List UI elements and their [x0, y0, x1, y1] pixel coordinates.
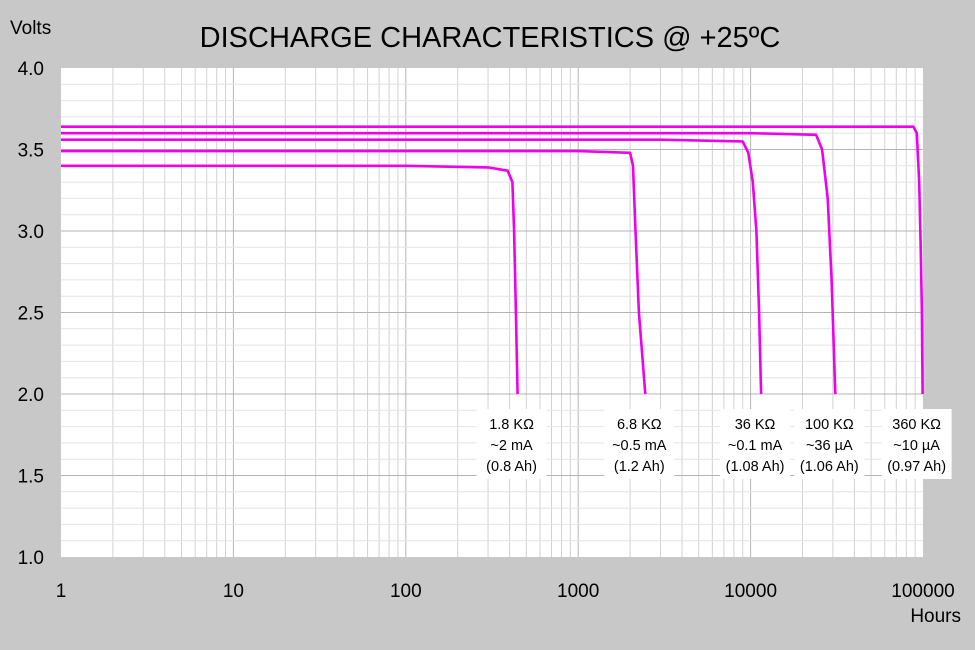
annotation-text: ~2 mA	[490, 438, 533, 454]
annotation-bg	[476, 409, 547, 479]
annotation-text: (1.08 Ah)	[726, 459, 785, 475]
y-tick-label: 3.0	[18, 222, 44, 243]
x-tick-label: 1000	[557, 581, 599, 602]
annotation-text: ~0.1 mA	[728, 438, 783, 454]
chart-title: DISCHARGE CHARACTERISTICS @ +25ºC	[200, 22, 781, 54]
y-axis-label: Volts	[10, 18, 51, 39]
discharge-curve	[61, 164, 519, 395]
annotation-text: (1.06 Ah)	[800, 459, 859, 475]
annotation-box: 360 KΩ ~10 µA (0.97 Ah)	[881, 409, 952, 479]
x-tick-label: 100000	[891, 581, 954, 602]
annotation-text: ~0.5 mA	[612, 438, 667, 454]
annotation-bg	[720, 409, 791, 479]
x-axis-ticks: 1 10 100 1000 10000 100000	[56, 581, 955, 602]
discharge-curves	[61, 125, 924, 395]
y-tick-label: 3.5	[18, 141, 44, 162]
annotation-bg	[794, 409, 865, 479]
annotation-box: 100 KΩ ~36 µA (1.06 Ah)	[794, 409, 865, 479]
discharge-curve	[61, 138, 763, 395]
curve-annotations: 1.8 KΩ ~2 mA (0.8 Ah) 6.8 KΩ ~0.5 mA (1.2 Ah)…	[476, 409, 952, 479]
discharge-curve	[61, 125, 924, 395]
annotation-text: 1.8 KΩ	[489, 417, 534, 433]
annotation-box: 36 KΩ ~0.1 mA (1.08 Ah)	[720, 409, 791, 479]
annotation-text: 6.8 KΩ	[617, 417, 662, 433]
annotation-text: (1.2 Ah)	[614, 459, 665, 475]
annotation-text: 36 KΩ	[735, 417, 776, 433]
annotation-box: 1.8 KΩ ~2 mA (0.8 Ah)	[476, 409, 547, 479]
annotation-bg	[604, 409, 675, 479]
x-tick-label: 1	[56, 581, 67, 602]
y-tick-label: 1.0	[18, 548, 44, 569]
x-tick-label: 10000	[724, 581, 777, 602]
annotation-text: (0.97 Ah)	[887, 459, 946, 475]
annotation-text: 360 KΩ	[892, 417, 941, 433]
annotation-text: ~10 µA	[893, 438, 940, 454]
x-tick-label: 10	[223, 581, 244, 602]
discharge-curve	[61, 149, 647, 395]
y-tick-label: 2.5	[18, 304, 44, 325]
x-tick-label: 100	[390, 581, 422, 602]
annotation-text: 100 KΩ	[805, 417, 854, 433]
y-tick-label: 1.5	[18, 467, 44, 488]
discharge-curve	[61, 131, 837, 395]
y-tick-label: 2.0	[18, 385, 44, 406]
annotation-text: (0.8 Ah)	[486, 459, 537, 475]
annotation-box: 6.8 KΩ ~0.5 mA (1.2 Ah)	[604, 409, 675, 479]
y-tick-label: 4.0	[18, 59, 44, 80]
annotation-bg	[881, 409, 952, 479]
y-axis-ticks: 1.0 1.5 2.0 2.5 3.0 3.5 4.0	[18, 59, 44, 569]
annotation-text: ~36 µA	[806, 438, 853, 454]
x-axis-label: Hours	[910, 606, 961, 627]
